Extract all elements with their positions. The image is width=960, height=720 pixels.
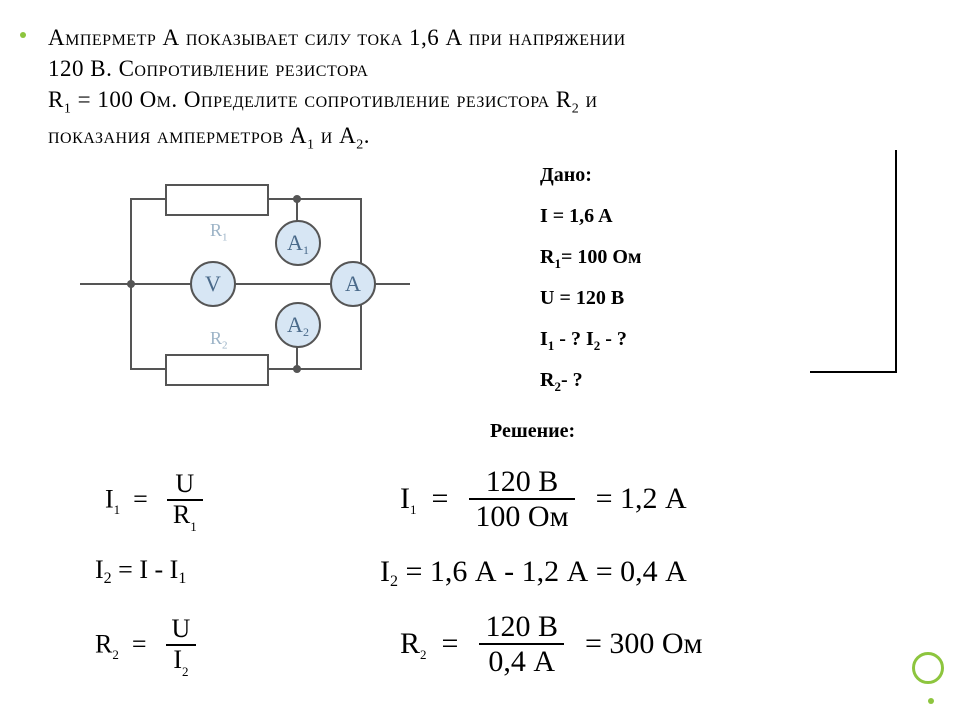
title-sub4: 2 — [356, 137, 364, 152]
sym-R2: R — [95, 630, 112, 659]
sub-2n: 2 — [390, 573, 398, 590]
title-line4c: . — [364, 123, 370, 148]
sym-R: R — [173, 500, 190, 529]
eq-i2-formula: I2 = I - I1 — [95, 555, 186, 585]
r2-sub: 2 — [222, 340, 228, 352]
ammeter-label: A — [345, 271, 361, 296]
given-r1-sym: R — [540, 246, 554, 268]
ammeter-a1-label: A — [287, 230, 303, 255]
eq-r2-formula: R2 = UI2 — [95, 615, 202, 674]
sub-2c: 2 — [182, 664, 189, 679]
ammeter-a: A — [330, 261, 376, 307]
accent-dot — [20, 32, 26, 38]
given-i12-q: - ? — [600, 328, 627, 350]
sub-2b: 2 — [112, 647, 119, 662]
ammeter-a1-sub: 1 — [303, 243, 309, 257]
accent-dot — [928, 698, 934, 704]
given-u: U = 120 В — [540, 278, 642, 319]
given-header: Дано: — [540, 155, 642, 196]
sub-2rn: 2 — [420, 647, 427, 662]
node — [127, 280, 135, 288]
resistor-r1 — [165, 184, 269, 216]
num-120v2: 120 В — [479, 610, 564, 645]
sub-1c: 1 — [178, 570, 186, 587]
given-block: Дано: I = 1,6 A R1= 100 Ом U = 120 В I1 … — [540, 155, 642, 401]
num-120v: 120 В — [469, 465, 574, 500]
eq-i2-rhs: = I - I — [112, 555, 179, 584]
given-i1-sym: I — [540, 328, 548, 350]
title-line2: 120 В. Сопротивление резистора — [48, 56, 368, 81]
eq-i1-formula: I1 = UR1 — [105, 470, 209, 529]
ammeter-a2-label: A — [287, 312, 303, 337]
ammeter-a2-sub: 2 — [303, 325, 309, 339]
eq-i1-numeric: I1 = 120 В100 Ом = 1,2 А — [400, 465, 687, 533]
given-r2: R2- ? — [540, 360, 642, 401]
given-r2-sym: R — [540, 369, 554, 391]
ammeter-a1: A1 — [275, 220, 321, 266]
given-hline — [810, 371, 897, 373]
given-i12: I1 - ? I2 - ? — [540, 319, 642, 360]
den-100om: 100 Ом — [469, 500, 574, 533]
given-r2-q: - ? — [561, 369, 583, 391]
given-i: I = 1,6 A — [540, 196, 642, 237]
node — [293, 195, 301, 203]
sub-2: 2 — [104, 570, 112, 587]
eq-i2-calc: = 1,6 А - 1,2 А = 0,4 А — [398, 555, 687, 588]
eq-i2-numeric: I2 = 1,6 А - 1,2 А = 0,4 А — [380, 555, 687, 589]
sub-1n: 1 — [410, 502, 417, 517]
title-line3c: и — [579, 87, 597, 112]
ammeter-a2: A2 — [275, 302, 321, 348]
sym-I2: I — [95, 555, 104, 584]
wire — [130, 283, 362, 285]
sym-R2n: R — [400, 627, 420, 660]
sub-1: 1 — [114, 502, 121, 517]
sub-1b: 1 — [190, 519, 197, 534]
r2-text: R — [210, 328, 222, 348]
r2-label: R2 — [210, 328, 228, 352]
sym-U2: U — [166, 615, 197, 646]
solution-header: Решение: — [490, 420, 575, 443]
sym-In: I — [400, 482, 410, 515]
resistor-r2 — [165, 354, 269, 386]
title-line4b: и А — [315, 123, 357, 148]
den-0.4a: 0,4 А — [479, 645, 564, 678]
sym-U: U — [167, 470, 203, 501]
r1-label: R1 — [210, 220, 228, 244]
node — [293, 365, 301, 373]
voltmeter: V — [190, 261, 236, 307]
res-1.2a: 1,2 А — [620, 482, 687, 515]
problem-title: Амперметр А показывает силу тока 1,6 А п… — [48, 22, 925, 155]
accent-ring — [912, 652, 944, 684]
voltmeter-label: V — [205, 271, 221, 296]
given-vline — [895, 150, 897, 372]
r1-sub: 1 — [222, 232, 228, 244]
eq-r2-numeric: R2 = 120 В0,4 А = 300 Ом — [400, 610, 703, 678]
title-line4a: показания амперметров А — [48, 123, 307, 148]
sym-I2b: I — [173, 645, 182, 674]
res-300om: 300 Ом — [609, 627, 702, 660]
title-sub3: 1 — [307, 137, 315, 152]
title-line3b: = 100 Ом. Определите сопротивление резис… — [71, 87, 571, 112]
given-i2-sym: - ? I — [554, 328, 593, 350]
title-line1: Амперметр А показывает силу тока 1,6 А п… — [48, 25, 626, 50]
given-r1-val: = 100 Ом — [561, 246, 642, 268]
sym-I: I — [105, 485, 114, 514]
sym-I2n: I — [380, 555, 390, 588]
title-line3a: R — [48, 87, 64, 112]
wire — [80, 283, 132, 285]
circuit-diagram: V A A1 A2 R1 R2 — [80, 170, 410, 400]
given-r1: R1= 100 Ом — [540, 237, 642, 278]
r1-text: R — [210, 220, 222, 240]
